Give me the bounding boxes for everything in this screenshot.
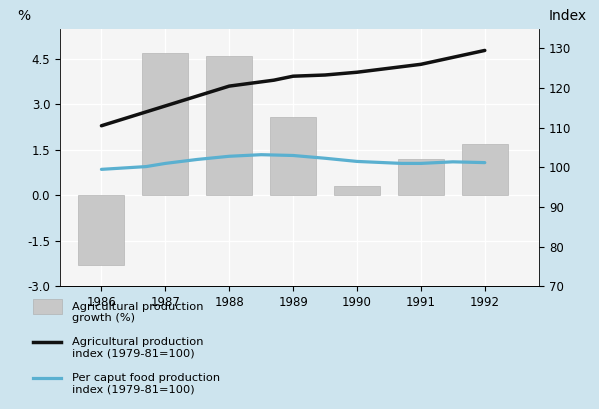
Bar — [78, 196, 125, 265]
Bar — [462, 144, 508, 196]
Text: index (1979-81=100): index (1979-81=100) — [72, 384, 195, 394]
Text: Index: Index — [549, 9, 587, 23]
Text: Agricultural production: Agricultural production — [72, 302, 204, 312]
Text: growth (%): growth (%) — [72, 313, 135, 323]
Text: Per caput food production: Per caput food production — [72, 373, 220, 383]
Bar — [270, 117, 316, 196]
Text: Agricultural production: Agricultural production — [72, 337, 204, 347]
Text: index (1979-81=100): index (1979-81=100) — [72, 349, 195, 359]
Bar — [206, 56, 252, 196]
Text: %: % — [17, 9, 30, 23]
Bar — [334, 186, 380, 196]
Bar — [143, 53, 188, 196]
Bar — [398, 159, 444, 196]
